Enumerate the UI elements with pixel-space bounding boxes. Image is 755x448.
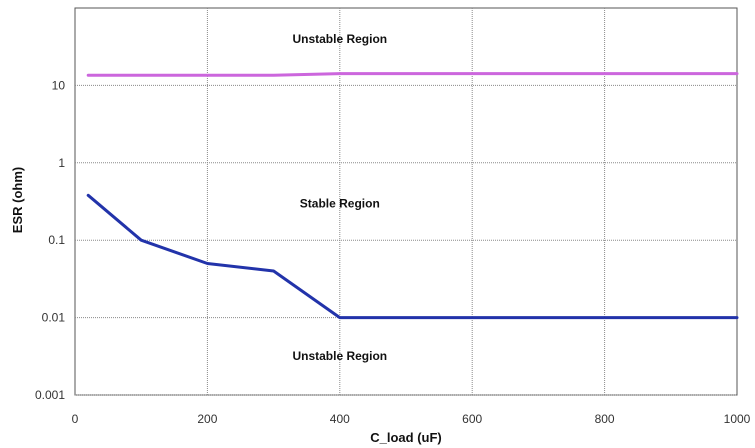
x-axis-label: C_load (uF)	[370, 430, 442, 445]
y-tick-label: 0.01	[42, 311, 66, 325]
y-tick-label: 1	[58, 156, 65, 170]
x-tick-label: 800	[595, 412, 615, 426]
x-tick-label: 400	[330, 412, 350, 426]
x-tick-label: 200	[197, 412, 217, 426]
tick-labels: 0 200 400 600 800 1000 0.001 0.01 0.1 1 10	[35, 78, 751, 426]
series-line-2	[86, 193, 739, 320]
region-label: Unstable Region	[292, 349, 387, 363]
region-label: Unstable Region	[292, 32, 387, 46]
plot-area	[74, 7, 738, 396]
x-tick-label: 1000	[724, 412, 751, 426]
x-tick-label: 600	[462, 412, 482, 426]
y-tick-label: 10	[52, 78, 66, 92]
series-lines	[86, 72, 739, 320]
y-tick-label: 0.1	[48, 233, 65, 247]
series-line-1	[86, 72, 739, 77]
x-tick-label: 0	[72, 412, 79, 426]
y-tick-label: 0.001	[35, 388, 65, 402]
region-label: Stable Region	[300, 196, 380, 210]
y-axis-label: ESR (ohm)	[10, 167, 25, 233]
annotations: Unstable Region Stable Region Unstable Reg…	[292, 32, 387, 363]
